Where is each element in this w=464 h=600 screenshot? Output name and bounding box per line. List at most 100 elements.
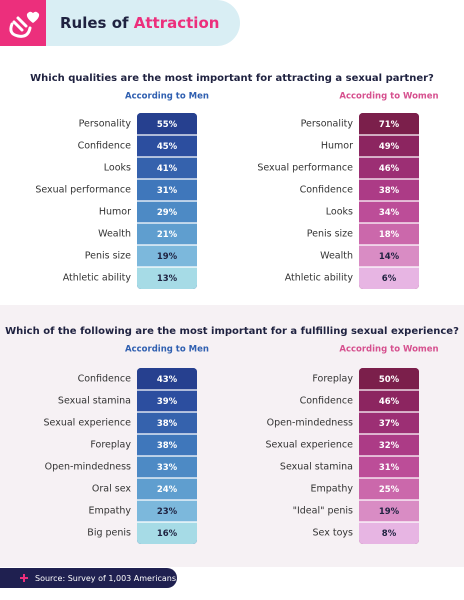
- cell: [359, 390, 419, 412]
- row-label: Sexual performance: [257, 163, 353, 174]
- cell-value: 21%: [157, 230, 178, 240]
- footer-plus: [20, 574, 28, 582]
- cell: [359, 478, 419, 500]
- cell-value: 43%: [157, 375, 178, 385]
- cell: [359, 157, 419, 179]
- row-label: Sex toys: [313, 528, 354, 539]
- cell-value: 6%: [382, 274, 397, 284]
- cell: [137, 456, 197, 478]
- cell-value: 19%: [157, 252, 178, 262]
- cell-value: 45%: [157, 142, 178, 152]
- cell-top: [359, 267, 419, 273]
- cell-value: 38%: [157, 441, 178, 451]
- cell-value: 18%: [379, 230, 400, 240]
- cell-value: 31%: [379, 463, 400, 473]
- cell: [137, 368, 197, 390]
- row-label: "Ideal" penis: [293, 506, 353, 517]
- row-label: Personality: [301, 119, 354, 130]
- row-label: Confidence: [300, 396, 354, 407]
- question: Which of the following are the most impo…: [5, 326, 459, 337]
- row-label: Oral sex: [92, 484, 131, 495]
- cell-value: 46%: [379, 164, 400, 174]
- cell: [137, 157, 197, 179]
- cell: [359, 135, 419, 157]
- cell-value: 34%: [379, 208, 400, 218]
- cell: [137, 113, 197, 135]
- row-label: Open-mindedness: [45, 462, 131, 473]
- cell-value: 41%: [157, 164, 178, 174]
- row-label: Sexual experience: [266, 440, 354, 451]
- cell: [137, 500, 197, 522]
- row-label: Sexual experience: [44, 418, 132, 429]
- cell-top: [359, 522, 419, 528]
- cell-value: 23%: [157, 507, 178, 517]
- row-label: Big penis: [87, 528, 131, 539]
- footer-pill-edge: [0, 568, 10, 588]
- row-label: Empathy: [89, 506, 132, 517]
- cell: [137, 478, 197, 500]
- row-label: Confidence: [78, 141, 132, 152]
- cell-value: 29%: [157, 208, 178, 218]
- row-label: Open-mindedness: [267, 418, 353, 429]
- cell: [359, 500, 419, 522]
- cell-value: 31%: [157, 186, 178, 196]
- row-label: Humor: [99, 207, 131, 218]
- cell-value: 50%: [379, 375, 400, 385]
- row-label: Foreplay: [312, 374, 353, 385]
- cell-value: 49%: [379, 142, 400, 152]
- cell: [359, 223, 419, 245]
- cell: [359, 179, 419, 201]
- row-label: Wealth: [98, 229, 131, 240]
- title-text: Rules of: [60, 14, 129, 32]
- column-heading: According to Men: [125, 345, 209, 355]
- cell: [137, 434, 197, 456]
- cell-top: [137, 267, 197, 273]
- row-label: Foreplay: [90, 440, 131, 451]
- cell: [137, 135, 197, 157]
- cell: [359, 434, 419, 456]
- row-label: Sexual performance: [35, 185, 131, 196]
- cell: [137, 201, 197, 223]
- row-label: Athletic ability: [285, 273, 354, 284]
- cell-value: 8%: [382, 529, 397, 539]
- source: Source: Survey of 1,003 Americans: [35, 574, 176, 583]
- row-label: Wealth: [320, 251, 353, 262]
- row-label: Looks: [104, 163, 131, 174]
- row-label: Penis size: [85, 251, 131, 262]
- column-heading: According to Women: [339, 92, 438, 102]
- row-label: Confidence: [300, 185, 354, 196]
- row-label: Looks: [326, 207, 353, 218]
- cell-value: 39%: [157, 397, 178, 407]
- cell: [359, 368, 419, 390]
- cell-value: 33%: [157, 463, 178, 473]
- cell-value: 13%: [157, 274, 178, 284]
- row-label: Humor: [321, 141, 353, 152]
- cell: [137, 412, 197, 434]
- cell: [359, 201, 419, 223]
- cell-value: 46%: [379, 397, 400, 407]
- cell-value: 38%: [157, 419, 178, 429]
- cell-value: 38%: [379, 186, 400, 196]
- cell-value: 71%: [379, 120, 400, 130]
- cell-value: 14%: [379, 252, 400, 262]
- cell-value: 55%: [157, 120, 178, 130]
- cell: [359, 113, 419, 135]
- cell: [359, 412, 419, 434]
- magnet-icon: [9, 11, 40, 38]
- cell-value: 24%: [157, 485, 178, 495]
- cell: [359, 245, 419, 267]
- column-heading: According to Women: [339, 345, 438, 355]
- cell: [137, 179, 197, 201]
- row-label: Empathy: [311, 484, 354, 495]
- cell-value: 32%: [379, 441, 400, 451]
- cell-value: 25%: [379, 485, 400, 495]
- row-label: Sexual stamina: [58, 396, 131, 407]
- cell: [137, 245, 197, 267]
- row-label: Confidence: [78, 374, 132, 385]
- row-label: Athletic ability: [63, 273, 132, 284]
- title: Rules of Attraction: [60, 14, 219, 32]
- header-pill: [0, 0, 240, 46]
- cell-value: 37%: [379, 419, 400, 429]
- cell-top: [137, 522, 197, 528]
- question: Which qualities are the most important f…: [30, 73, 434, 84]
